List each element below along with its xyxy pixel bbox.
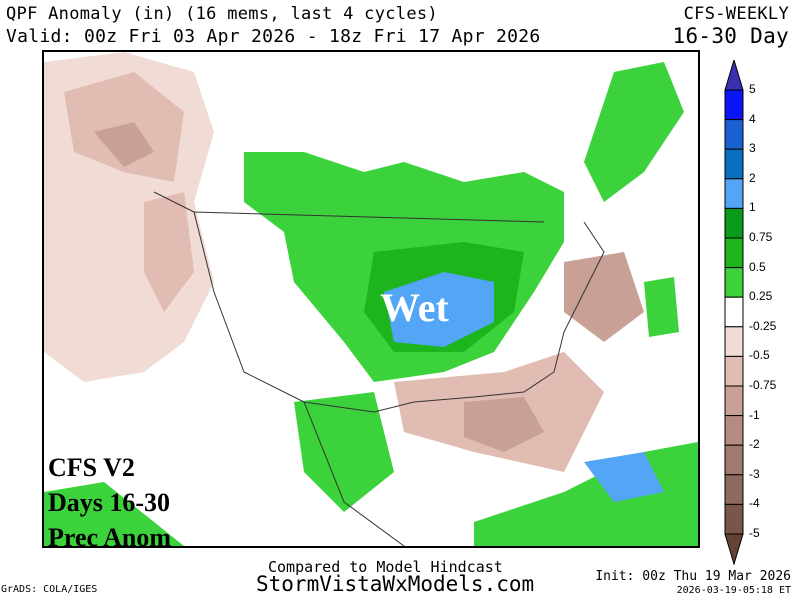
precip-anomaly-map: Wet CFS V2 Days 16-30 Prec Anom <box>42 50 700 552</box>
colorbar-segment <box>724 267 744 298</box>
colorbar-segment <box>724 237 744 269</box>
colorbar-label: -4 <box>749 496 760 511</box>
comparison-note: Compared to Model Hindcast <box>268 558 503 576</box>
colorbar-top-arrow <box>724 60 744 91</box>
colorbar-label: 0.5 <box>749 259 766 274</box>
colorbar-label: 1 <box>749 200 756 215</box>
wet-area-canada-east <box>584 62 684 202</box>
colorbar-label: 4 <box>749 111 756 126</box>
colorbar-label: -3 <box>749 466 760 481</box>
colorbar-label: -0.5 <box>749 348 770 363</box>
generated-timestamp: 2026-03-19-05:18 ET <box>676 585 791 596</box>
colorbar-segment <box>724 474 744 505</box>
colorbar-segment <box>724 178 744 209</box>
grads-credit: GrADS: COLA/IGES <box>1 584 98 595</box>
colorbar-segment <box>724 148 744 180</box>
overlay-line-days: Days 16-30 <box>48 488 171 517</box>
colorbar-label: -0.75 <box>749 378 777 392</box>
colorbar-segment <box>724 207 744 239</box>
map-graphic <box>44 52 698 546</box>
wet-area-bermuda <box>644 277 679 337</box>
colorbar-label: 0.75 <box>749 230 773 244</box>
coastline-borders <box>153 191 605 546</box>
dry-core-northwest <box>94 122 154 167</box>
colorbar-bottom-arrow <box>724 533 744 565</box>
colorbar-label: -2 <box>749 437 760 452</box>
colorbar-label: 2 <box>749 170 756 185</box>
model-overlay-text: CFS V2 Days 16-30 Prec Anom <box>48 450 171 555</box>
model-name: CFS-WEEKLY <box>683 4 789 24</box>
wet-area-southwest <box>44 482 184 546</box>
colorbar-segment <box>724 385 744 417</box>
wet-area-mexico <box>294 392 394 512</box>
wet-core-caribbean <box>584 452 664 502</box>
colorbar-label: -0.25 <box>749 318 777 333</box>
colorbar-segment <box>724 296 744 328</box>
map-title: QPF Anomaly (in) (16 mems, last 4 cycles… <box>6 4 438 24</box>
site-name: StormVistaWxModels.com <box>256 572 535 596</box>
colorbar-label: 3 <box>749 141 756 156</box>
forecast-range: 16-30 Day <box>672 24 789 48</box>
overlay-line-field: Prec Anom <box>48 523 171 552</box>
colorbar-segment <box>724 444 744 476</box>
colorbar-label: 5 <box>749 82 756 96</box>
color-legend <box>724 60 744 565</box>
colorbar-segment <box>724 119 744 150</box>
colorbar-segment <box>724 326 744 357</box>
wet-core-greatlakes <box>384 272 494 347</box>
valid-period: Valid: 00z Fri 03 Apr 2026 - 18z Fri 17 … <box>6 26 541 47</box>
colorbar-label: 0.25 <box>749 289 773 304</box>
colorbar-segment <box>724 415 744 446</box>
overlay-line-model: CFS V2 <box>48 453 135 482</box>
wet-label: Wet <box>380 285 449 330</box>
colorbar-label: -5 <box>749 526 760 540</box>
colorbar-segment <box>724 503 744 535</box>
dry-area-atlantic <box>564 252 644 342</box>
colorbar-segment <box>724 355 744 387</box>
dry-core-gulf <box>464 397 544 452</box>
init-time: Init: 00z Thu 19 Mar 2026 <box>595 569 791 584</box>
colorbar-label: -1 <box>749 407 760 422</box>
colorbar-segment <box>724 89 744 121</box>
dry-area-pacific-coast <box>144 192 194 312</box>
